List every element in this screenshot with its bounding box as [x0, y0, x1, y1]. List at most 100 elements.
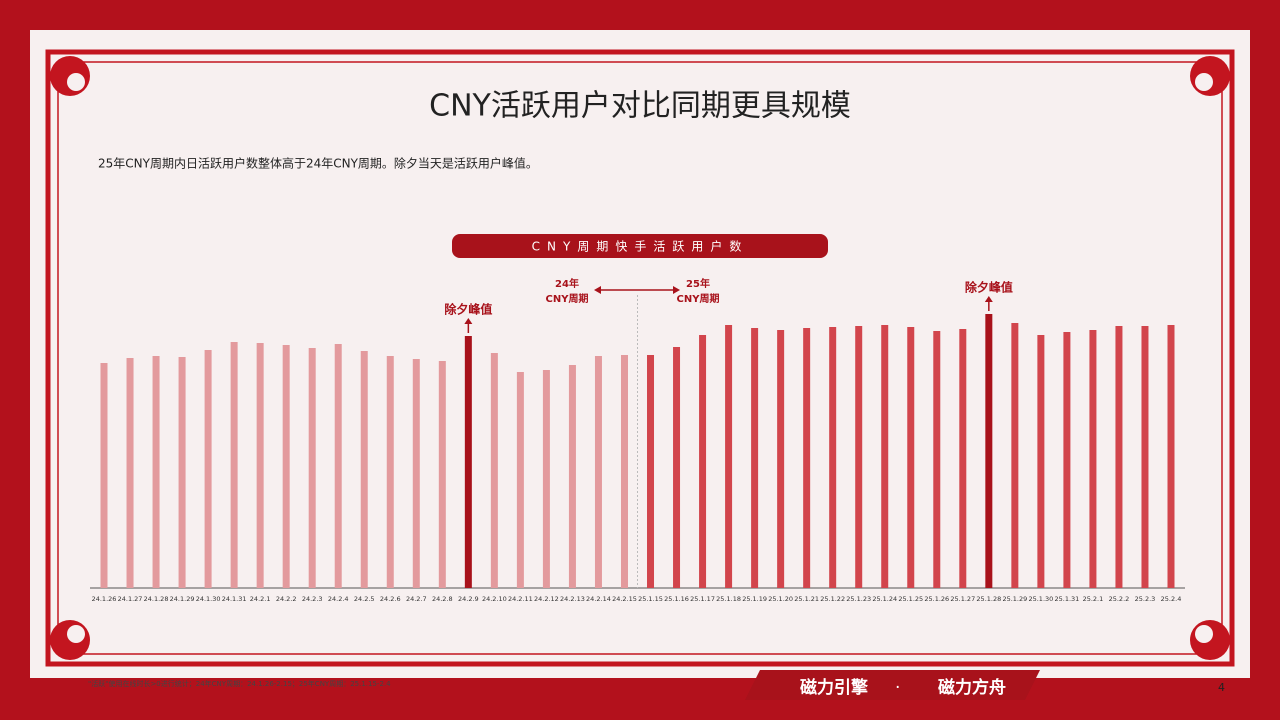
period-label: CNY周期 — [677, 292, 720, 305]
bar — [803, 328, 811, 588]
x-tick-label: 24.2.12 — [534, 595, 559, 603]
x-tick-label: 24.1.29 — [170, 595, 195, 603]
page-number: 4 — [1218, 681, 1225, 694]
x-tick-label: 24.2.6 — [380, 595, 401, 603]
x-tick-label: 24.1.30 — [196, 595, 221, 603]
bar — [725, 325, 733, 588]
logo-1: 磁力引擎 — [800, 677, 869, 698]
bar — [152, 356, 160, 588]
x-tick-label: 25.1.31 — [1054, 595, 1079, 603]
x-tick-label: 24.2.2 — [276, 595, 297, 603]
bar — [959, 329, 967, 588]
x-tick-label: 25.1.16 — [664, 595, 689, 603]
bar — [178, 357, 186, 588]
bar — [647, 355, 655, 588]
bar — [751, 328, 759, 588]
bar — [126, 358, 134, 588]
period-label: 25年 — [686, 277, 710, 290]
x-tick-label: 25.2.4 — [1161, 595, 1182, 603]
frame-inner — [57, 61, 1223, 655]
bar — [881, 325, 889, 588]
footnote: "活跃"使用在线时长>0进行统计；24年CNY周期：24.1.26-2.15；2… — [88, 679, 391, 688]
bar — [464, 336, 472, 588]
x-tick-label: 24.1.28 — [144, 595, 169, 603]
x-tick-label: 25.1.24 — [872, 595, 897, 603]
x-tick-label: 25.1.25 — [898, 595, 923, 603]
x-tick-label: 25.1.21 — [794, 595, 819, 603]
bar — [1037, 335, 1045, 588]
x-tick-label: 24.1.31 — [222, 595, 247, 603]
banner — [452, 234, 828, 258]
bar — [1011, 323, 1019, 588]
x-tick-label: 24.2.4 — [328, 595, 349, 603]
period-label: 24年 — [555, 277, 579, 290]
bar — [386, 356, 394, 588]
x-tick-label: 25.1.17 — [690, 595, 715, 603]
x-tick-label: 24.2.7 — [406, 595, 427, 603]
bar — [282, 345, 290, 588]
x-tick-label: 25.1.27 — [950, 595, 975, 603]
bar — [620, 355, 628, 588]
bar — [985, 314, 993, 588]
peak-arrowhead — [464, 318, 473, 324]
bar — [256, 343, 264, 588]
bar — [855, 326, 863, 588]
chart-title: CNY周期快手活跃用户数 — [532, 239, 749, 254]
bar — [308, 348, 316, 588]
bar — [542, 370, 550, 588]
subtitle: 25年CNY周期内日活跃用户数整体高于24年CNY周期。除夕当天是活跃用户峰值。 — [98, 156, 538, 171]
logo-bar — [745, 670, 1040, 700]
bar — [1063, 332, 1071, 588]
x-tick-label: 24.2.9 — [458, 595, 479, 603]
bar — [907, 327, 915, 588]
separator: · — [895, 678, 900, 698]
bar — [673, 347, 681, 588]
bar — [933, 331, 941, 588]
bar — [490, 353, 498, 588]
x-tick-label: 24.2.1 — [250, 595, 271, 603]
x-tick-label: 24.2.3 — [302, 595, 323, 603]
bar — [230, 342, 238, 588]
bar — [204, 350, 212, 588]
x-tick-label: 25.1.26 — [924, 595, 949, 603]
peak-label: 除夕峰值 — [965, 280, 1013, 295]
x-tick-label: 24.2.14 — [586, 595, 611, 603]
x-tick-label: 25.2.2 — [1109, 595, 1130, 603]
x-tick-label: 25.2.3 — [1135, 595, 1156, 603]
x-tick-label: 24.1.26 — [92, 595, 117, 603]
x-tick-label: 25.1.22 — [820, 595, 845, 603]
bar — [1089, 330, 1097, 588]
x-tick-label: 25.1.15 — [638, 595, 663, 603]
x-tick-label: 24.2.8 — [432, 595, 453, 603]
title: CNY活跃用户对比同期更具规模 — [429, 89, 851, 124]
frame — [45, 49, 1235, 667]
x-tick-label: 25.2.1 — [1083, 595, 1104, 603]
peak-arrowhead — [984, 296, 993, 302]
bar — [516, 372, 524, 588]
x-tick-label: 24.2.13 — [560, 595, 585, 603]
x-tick-label: 24.2.5 — [354, 595, 375, 603]
bar — [568, 365, 576, 588]
bar — [100, 363, 108, 588]
x-tick-label: 25.1.18 — [716, 595, 741, 603]
x-tick-label: 25.1.29 — [1002, 595, 1027, 603]
x-tick-label: 24.2.15 — [612, 595, 637, 603]
bar — [360, 351, 368, 588]
bar — [412, 359, 420, 588]
peak-label: 除夕峰值 — [444, 302, 492, 317]
bar — [777, 330, 785, 588]
bar — [699, 335, 707, 588]
bar — [1167, 325, 1175, 588]
x-tick-label: 24.2.11 — [508, 595, 533, 603]
x-tick-label: 25.1.20 — [768, 595, 793, 603]
bar — [1115, 326, 1123, 588]
logo-2: 磁力方舟 — [938, 677, 1006, 698]
bar — [334, 344, 342, 588]
x-tick-label: 25.1.23 — [846, 595, 871, 603]
bar — [438, 361, 446, 588]
x-tick-label: 25.1.28 — [976, 595, 1001, 603]
period-label: CNY周期 — [546, 292, 589, 305]
x-tick-label: 25.1.30 — [1028, 595, 1053, 603]
